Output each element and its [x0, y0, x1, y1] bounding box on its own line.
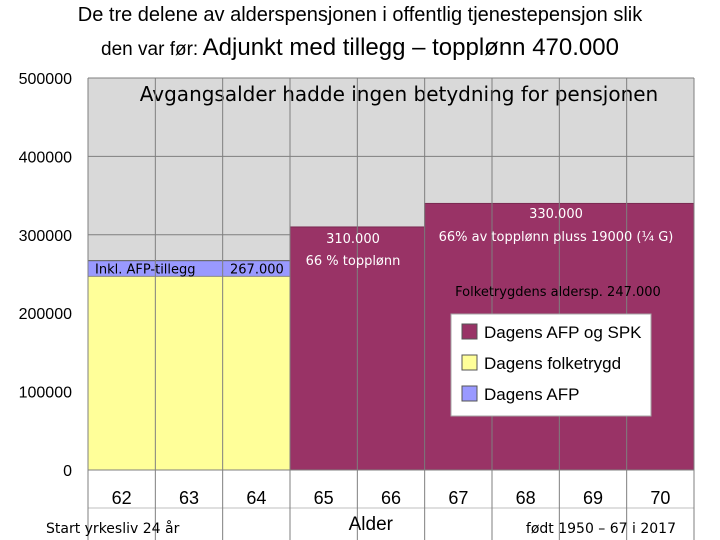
- x-axis-title: Alder: [349, 514, 394, 535]
- y-tick-label: 100000: [19, 385, 72, 402]
- annotation-spk65-desc: 66 % topplønn: [306, 254, 401, 269]
- annotation-afp-value: 267.000: [230, 263, 284, 278]
- footer-right-note: født 1950 – 67 i 2017: [526, 521, 676, 537]
- annotation-spk67-desc: 66% av topplønn pluss 19000 (¼ G): [439, 230, 674, 245]
- bar-dagens-folketrygd: [87, 275, 291, 471]
- x-tick-label: 64: [246, 488, 266, 508]
- legend-swatch: [461, 323, 478, 340]
- x-tick-label: 68: [516, 488, 536, 508]
- legend-box: [450, 313, 652, 417]
- y-tick-label: 0: [63, 463, 72, 480]
- annotation-spk67-value: 330.000: [529, 207, 583, 222]
- x-tick-label: 65: [314, 488, 334, 508]
- legend-swatch: [461, 354, 478, 371]
- x-tick-label: 62: [112, 488, 132, 508]
- chart-title-line1: De tre delene av alderspensjonen i offen…: [77, 4, 643, 26]
- x-tick-label: 70: [650, 488, 670, 508]
- y-tick-label: 400000: [19, 149, 72, 166]
- footer-left-note: Start yrkesliv 24 år: [46, 520, 180, 537]
- chart-title-line2: den var før: Adjunkt med tillegg – toppl…: [0, 34, 720, 62]
- x-tick-label: 67: [448, 488, 468, 508]
- chart-title-prefix: den var før:: [101, 39, 199, 60]
- inner-title: Avgangsalder hadde ingen betydning for p…: [140, 82, 658, 106]
- annotation-spk65-value: 310.000: [326, 232, 380, 247]
- x-tick-label: 63: [179, 488, 199, 508]
- annotation-afp-label: Inkl. AFP-tillegg: [95, 263, 196, 278]
- y-tick-label: 300000: [19, 228, 72, 245]
- legend-swatch: [461, 385, 478, 402]
- legend-label: Dagens AFP: [484, 385, 579, 404]
- y-tick-label: 200000: [19, 306, 72, 323]
- chart-title-main: Adjunkt med tillegg – topplønn 470.000: [202, 34, 619, 61]
- annotation-folketrygd-label: Folketrygdens aldersp. 247.000: [455, 285, 661, 300]
- legend-label: Dagens folketrygd: [484, 354, 621, 373]
- x-tick-label: 66: [381, 488, 401, 508]
- y-tick-label: 500000: [19, 71, 72, 88]
- legend-label: Dagens AFP og SPK: [484, 323, 642, 342]
- x-tick-label: 69: [583, 488, 603, 508]
